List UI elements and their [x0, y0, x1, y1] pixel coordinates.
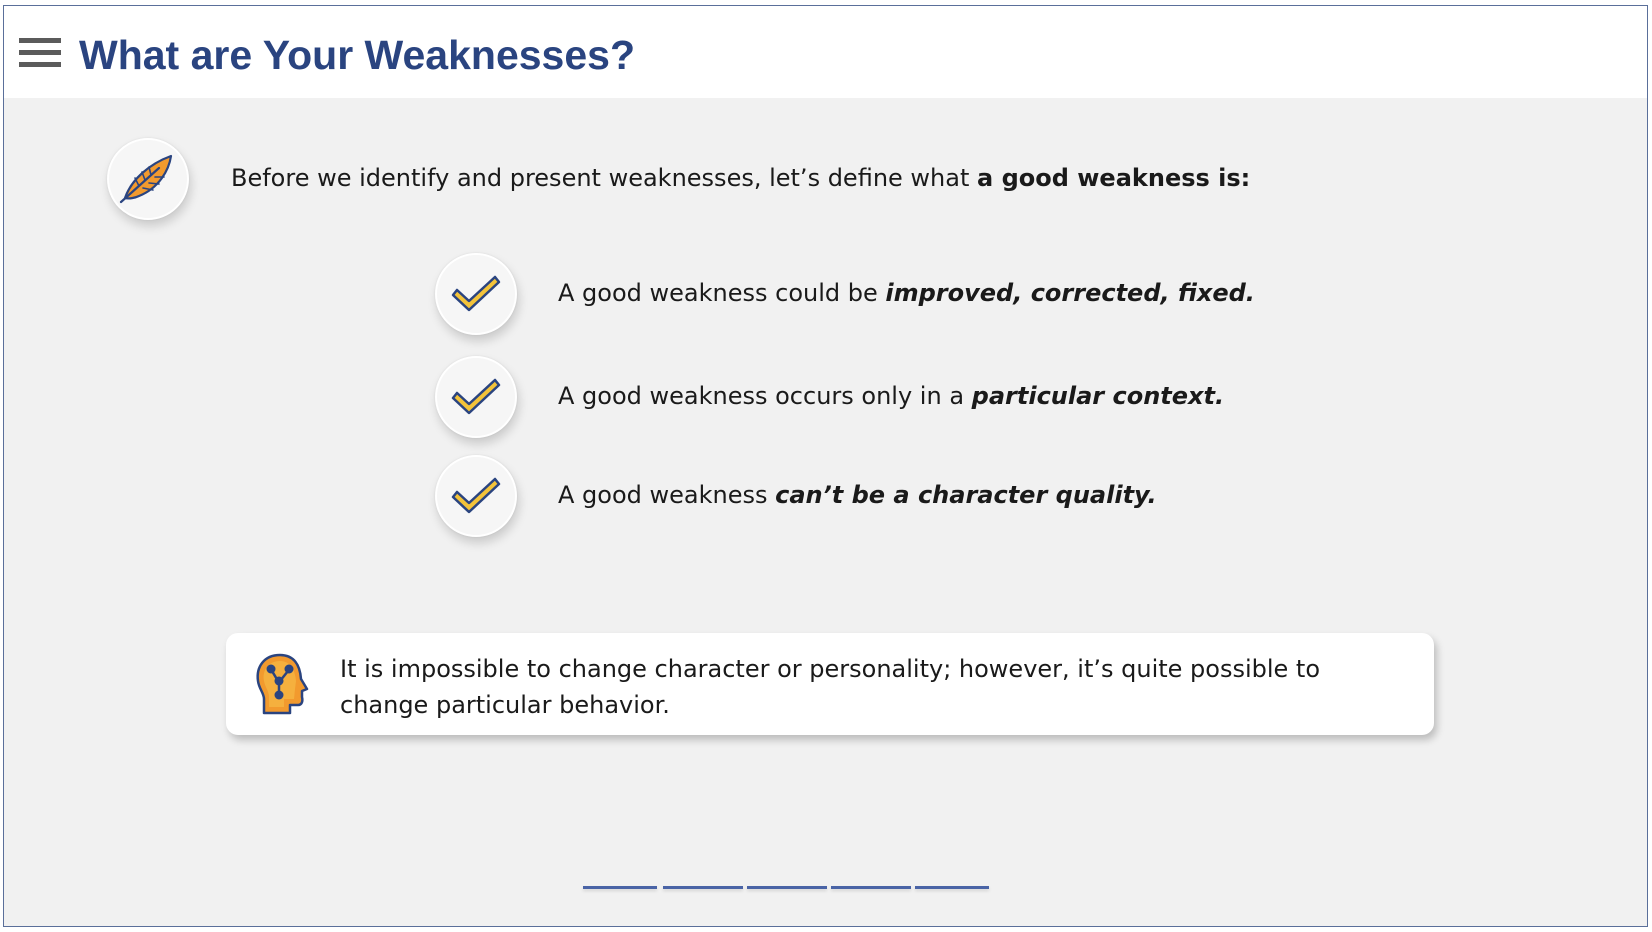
intro-text-plain: Before we identify and present weaknesse… [231, 164, 978, 192]
checklist-text-emphasis: improved, corrected, fixed. [885, 279, 1255, 307]
intro-text-bold: a good weakness is: [977, 164, 1251, 192]
checklist-text-plain: A good weakness [558, 481, 776, 509]
check-badge [435, 356, 517, 438]
intro-text: Before we identify and present weaknesse… [231, 164, 1250, 192]
progress-segment[interactable] [583, 886, 657, 889]
checklist-item: A good weakness could be improved, corre… [435, 253, 1255, 337]
slide-header: What are Your Weaknesses? [4, 6, 1647, 98]
checklist-text-plain: A good weakness occurs only in a [558, 382, 972, 410]
note-text: It is impossible to change character or … [340, 655, 1321, 719]
checklist-text: A good weakness occurs only in a particu… [558, 382, 1224, 410]
checklist-text: A good weakness could be improved, corre… [558, 279, 1255, 307]
check-badge [435, 455, 517, 537]
note-card: It is impossible to change character or … [226, 633, 1434, 735]
checkmark-icon [451, 378, 501, 415]
checkmark-icon [451, 275, 501, 312]
feather-icon-badge [107, 138, 189, 220]
checkmark-icon [451, 477, 501, 514]
head-network-icon [256, 653, 309, 715]
progress-segment[interactable] [915, 886, 989, 889]
hamburger-menu-icon[interactable] [19, 38, 61, 70]
progress-segment[interactable] [747, 886, 827, 889]
progress-segment[interactable] [663, 886, 743, 889]
page-title: What are Your Weaknesses? [79, 32, 636, 78]
checklist-item: A good weakness occurs only in a particu… [435, 356, 1255, 440]
checklist-text-emphasis: particular context. [971, 382, 1225, 410]
checklist-text: A good weakness can’t be a character qua… [558, 481, 1157, 509]
checklist-text-emphasis: can’t be a character quality. [775, 481, 1157, 509]
slide-frame: What are Your Weaknesses? Before we iden… [3, 5, 1648, 927]
check-badge [435, 253, 517, 335]
checklist-text-plain: A good weakness could be [558, 279, 886, 307]
progress-segment[interactable] [831, 886, 911, 889]
checklist-item: A good weakness can’t be a character qua… [435, 455, 1255, 539]
feather-icon [119, 154, 173, 204]
